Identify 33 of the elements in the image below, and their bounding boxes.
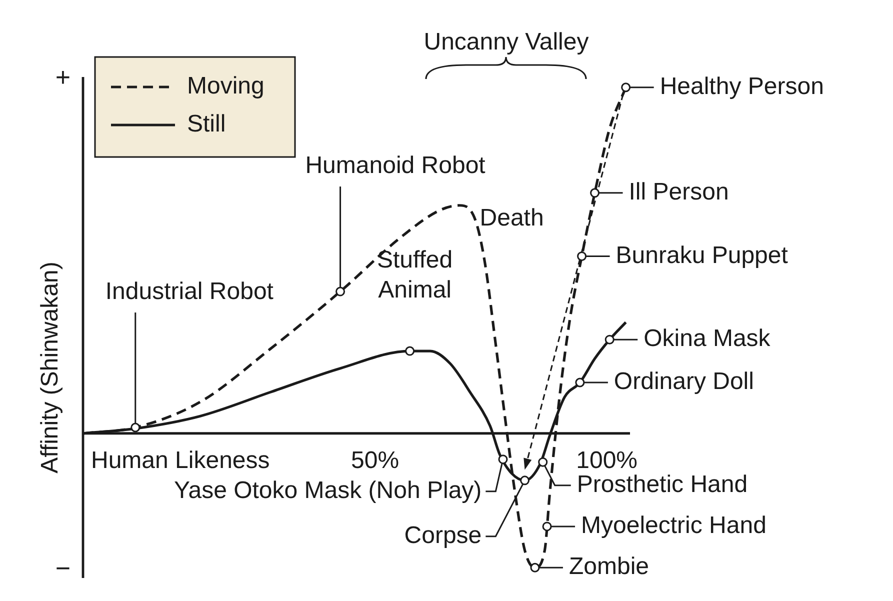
point (590, 188, 600, 198)
annotation: Death (480, 204, 544, 232)
annotation: Corpse (404, 522, 482, 549)
point (604, 334, 614, 344)
annotation: Stuffed Animal (376, 246, 453, 304)
point (130, 422, 140, 432)
point (575, 378, 585, 388)
annotation: Humanoid Robot (305, 152, 486, 180)
point (405, 346, 415, 356)
annotation: Prosthetic Hand (576, 471, 748, 498)
annotation: Zombie (568, 553, 649, 580)
text: − (55, 553, 71, 584)
annotation: Ordinary Doll (614, 368, 754, 396)
text: Uncanny Valley (424, 28, 589, 56)
point (577, 251, 587, 261)
y-axis-title: Affinity (Shinwakan) (36, 262, 64, 474)
annotation: Industrial Robot (105, 278, 274, 306)
point (336, 286, 346, 296)
x-tick-label: 100% (576, 447, 638, 474)
annotation: Ill Person (628, 178, 729, 206)
x-axis-title: Human Likeness (91, 447, 270, 474)
legend-label: Moving (187, 72, 264, 100)
annotation: Okina Mask (644, 325, 772, 352)
annotation: Healthy Person (660, 73, 824, 100)
text: + (55, 62, 71, 92)
point (621, 82, 631, 92)
annotation: Myoelectric Hand (581, 512, 766, 540)
legend-label: Still (187, 110, 226, 138)
annotation: Bunraku Puppet (616, 242, 788, 269)
x-tick-label: 50% (351, 447, 400, 474)
annotation: Yase Otoko Mask (Noh Play) (174, 477, 482, 504)
point (530, 562, 540, 572)
point (520, 476, 530, 486)
